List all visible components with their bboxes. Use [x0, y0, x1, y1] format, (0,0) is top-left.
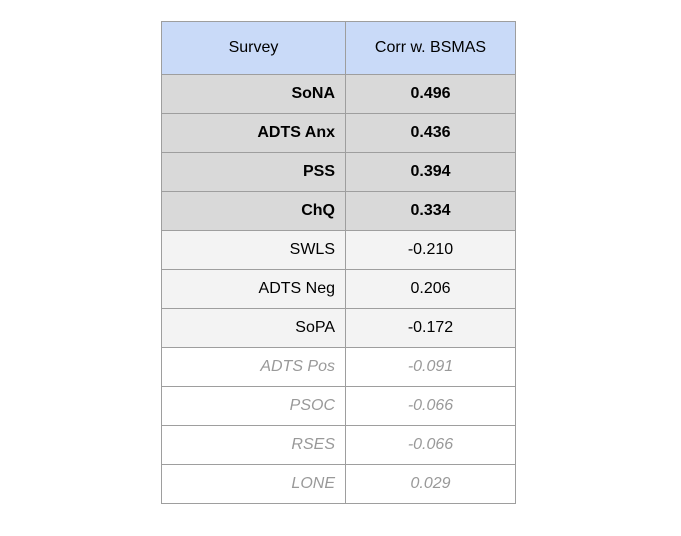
corr-cell: 0.029 [345, 464, 516, 504]
table-row: RSES -0.066 [161, 425, 516, 465]
survey-cell: PSS [161, 152, 346, 192]
table-row: PSOC -0.066 [161, 386, 516, 426]
table-row: SWLS -0.210 [161, 230, 516, 270]
survey-cell: RSES [161, 425, 346, 465]
table-row: LONE 0.029 [161, 464, 516, 504]
table-body: SoNA 0.496 ADTS Anx 0.436 PSS 0.394 ChQ 0.334 SW… [161, 74, 516, 504]
table-row: ADTS Neg 0.206 [161, 269, 516, 309]
header-corr: Corr w. BSMAS [345, 21, 516, 75]
survey-cell: ChQ [161, 191, 346, 231]
corr-cell: -0.091 [345, 347, 516, 387]
survey-cell: SWLS [161, 230, 346, 270]
survey-cell: ADTS Neg [161, 269, 346, 309]
table-row: ChQ 0.334 [161, 191, 516, 231]
corr-cell: 0.436 [345, 113, 516, 153]
corr-cell: -0.066 [345, 425, 516, 465]
survey-cell: SoPA [161, 308, 346, 348]
table-row: SoNA 0.496 [161, 74, 516, 114]
corr-cell: 0.496 [345, 74, 516, 114]
corr-cell: 0.334 [345, 191, 516, 231]
corr-cell: -0.172 [345, 308, 516, 348]
survey-cell: ADTS Pos [161, 347, 346, 387]
table-row: ADTS Pos -0.091 [161, 347, 516, 387]
survey-cell: LONE [161, 464, 346, 504]
corr-cell: -0.210 [345, 230, 516, 270]
corr-cell: 0.394 [345, 152, 516, 192]
corr-cell: -0.066 [345, 386, 516, 426]
header-survey: Survey [161, 21, 346, 75]
survey-cell: PSOC [161, 386, 346, 426]
table-row: PSS 0.394 [161, 152, 516, 192]
survey-cell: SoNA [161, 74, 346, 114]
table-row: SoPA -0.172 [161, 308, 516, 348]
header-row: Survey Corr w. BSMAS [161, 21, 516, 75]
corr-cell: 0.206 [345, 269, 516, 309]
correlation-table: Survey Corr w. BSMAS SoNA 0.496 ADTS Anx 0.… [161, 21, 516, 504]
table-row: ADTS Anx 0.436 [161, 113, 516, 153]
survey-cell: ADTS Anx [161, 113, 346, 153]
